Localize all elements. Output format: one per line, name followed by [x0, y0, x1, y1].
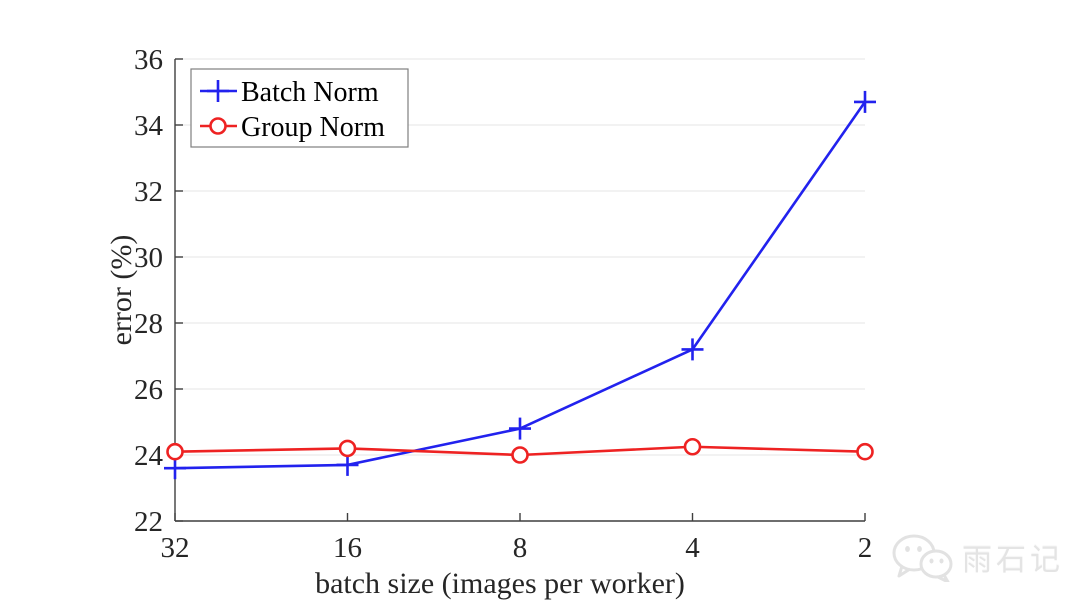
- legend-box: [190, 68, 409, 148]
- circle-marker: [209, 117, 227, 135]
- series-line: [174, 101, 867, 470]
- legend-label: Group Norm: [241, 112, 385, 143]
- circle-marker: [166, 442, 184, 461]
- watermark: 雨石记: [892, 532, 1064, 582]
- y-tick-label: 26: [134, 374, 163, 406]
- y-tick-label: 22: [134, 506, 163, 538]
- circle-marker: [856, 442, 874, 461]
- series-batch-norm: [164, 90, 876, 480]
- circle-marker: [511, 446, 529, 464]
- y-tick-label: 34: [134, 110, 164, 142]
- x-tick-label: 2: [858, 532, 873, 564]
- x-tick-label: 32: [161, 532, 190, 564]
- y-tick-label: 28: [134, 308, 163, 340]
- wechat-icon: [892, 534, 953, 582]
- x-axis-label: batch size (images per worker): [315, 567, 685, 600]
- circle-marker: [338, 439, 357, 458]
- y-tick-label: 24: [134, 440, 164, 472]
- y-tick-label: 32: [134, 176, 163, 208]
- x-tick-label: 16: [333, 532, 362, 564]
- x-tick-label: 4: [685, 532, 700, 564]
- y-tick-label: 36: [134, 44, 163, 76]
- circle-marker: [683, 437, 702, 456]
- watermark-text: 雨石记: [962, 543, 1064, 578]
- legend: Batch Norm Group Norm: [190, 68, 409, 148]
- series-group-norm: [166, 437, 874, 464]
- legend-label: Batch Norm: [241, 77, 379, 108]
- y-tick-label: 30: [134, 242, 163, 274]
- y-axis-label: error (%): [105, 235, 138, 346]
- x-tick-label: 8: [513, 532, 528, 564]
